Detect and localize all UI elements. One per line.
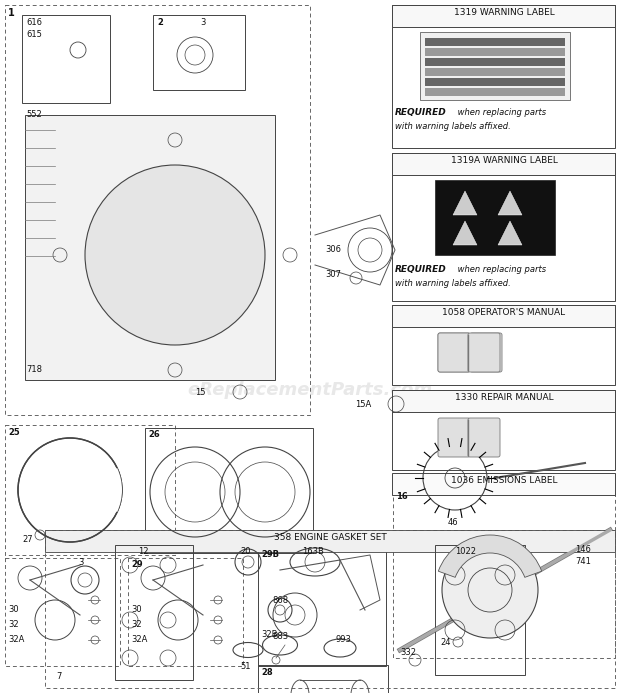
Text: 15A: 15A xyxy=(355,400,371,409)
Text: 25: 25 xyxy=(8,428,20,437)
Text: 1319A WARNING LABEL: 1319A WARNING LABEL xyxy=(451,156,557,165)
Text: 616: 616 xyxy=(26,18,42,27)
Text: 1: 1 xyxy=(8,8,15,18)
Bar xyxy=(425,68,565,76)
Text: 307: 307 xyxy=(325,270,341,279)
Text: 32A: 32A xyxy=(8,635,24,644)
Bar xyxy=(392,153,615,301)
Text: 32B: 32B xyxy=(261,630,278,639)
Bar xyxy=(425,88,565,96)
Text: 29: 29 xyxy=(131,560,143,569)
Bar xyxy=(392,5,615,27)
Text: 30: 30 xyxy=(131,605,141,614)
Text: 2: 2 xyxy=(157,18,163,27)
Wedge shape xyxy=(438,535,542,577)
Text: 1058 OPERATOR'S MANUAL: 1058 OPERATOR'S MANUAL xyxy=(443,308,565,317)
Bar xyxy=(392,390,615,412)
Text: 30: 30 xyxy=(8,605,19,614)
Text: 718: 718 xyxy=(26,365,42,374)
Text: 306: 306 xyxy=(325,245,341,254)
Bar xyxy=(393,490,615,658)
Text: 32: 32 xyxy=(8,620,19,629)
Text: 163B: 163B xyxy=(302,547,324,556)
Text: 1330 REPAIR MANUAL: 1330 REPAIR MANUAL xyxy=(454,393,553,402)
Text: 24: 24 xyxy=(440,638,451,647)
Polygon shape xyxy=(498,191,522,215)
Bar xyxy=(392,305,615,385)
Polygon shape xyxy=(453,191,477,215)
Text: when replacing parts: when replacing parts xyxy=(455,108,546,117)
Text: 51: 51 xyxy=(240,662,250,671)
Text: 552: 552 xyxy=(26,110,42,119)
Bar xyxy=(392,390,615,470)
Bar xyxy=(425,58,565,66)
Text: when replacing parts: when replacing parts xyxy=(455,265,546,274)
Polygon shape xyxy=(498,221,522,245)
Bar xyxy=(22,15,110,103)
Bar xyxy=(258,548,386,666)
Text: 7: 7 xyxy=(56,672,61,681)
FancyBboxPatch shape xyxy=(438,333,470,372)
Text: 46: 46 xyxy=(448,518,459,527)
Wedge shape xyxy=(70,468,122,512)
Text: 868: 868 xyxy=(272,596,288,605)
Polygon shape xyxy=(453,221,477,245)
Text: 615: 615 xyxy=(26,30,42,39)
Bar xyxy=(435,180,555,255)
Bar xyxy=(5,425,175,555)
Bar xyxy=(392,153,615,175)
Text: 741: 741 xyxy=(575,557,591,566)
Bar xyxy=(25,115,275,380)
Text: 1319 WARNING LABEL: 1319 WARNING LABEL xyxy=(454,8,554,17)
Bar xyxy=(258,665,388,693)
Circle shape xyxy=(85,165,265,345)
Text: 16: 16 xyxy=(396,492,408,501)
FancyBboxPatch shape xyxy=(470,333,502,372)
Text: 332: 332 xyxy=(400,648,416,657)
Text: 26: 26 xyxy=(148,430,160,439)
Text: REQUIRED: REQUIRED xyxy=(395,265,447,274)
Text: 20: 20 xyxy=(240,547,250,556)
Text: 15: 15 xyxy=(195,388,205,397)
Text: eReplacementParts.com: eReplacementParts.com xyxy=(187,381,433,399)
FancyBboxPatch shape xyxy=(438,333,470,372)
Text: 3: 3 xyxy=(78,558,83,567)
Text: 32: 32 xyxy=(131,620,141,629)
Bar xyxy=(392,305,615,327)
Bar xyxy=(435,545,525,675)
Bar xyxy=(153,15,245,90)
Bar xyxy=(115,545,193,680)
Bar xyxy=(5,558,120,666)
Text: 146: 146 xyxy=(575,545,591,554)
Bar xyxy=(420,32,570,100)
Text: 1036 EMISSIONS LABEL: 1036 EMISSIONS LABEL xyxy=(451,476,557,485)
Text: 1022: 1022 xyxy=(455,547,476,556)
Text: 27: 27 xyxy=(22,535,33,544)
Bar xyxy=(145,428,313,553)
Text: with warning labels affixed.: with warning labels affixed. xyxy=(395,122,511,131)
Circle shape xyxy=(442,542,538,638)
Bar xyxy=(425,48,565,56)
Text: 358 ENGINE GASKET SET: 358 ENGINE GASKET SET xyxy=(273,533,386,542)
Bar xyxy=(5,5,310,415)
FancyBboxPatch shape xyxy=(438,418,470,457)
Text: 28: 28 xyxy=(261,668,273,677)
Bar xyxy=(45,530,615,688)
Text: 29B: 29B xyxy=(261,550,279,559)
Bar xyxy=(392,473,615,495)
Bar xyxy=(45,530,615,552)
Text: REQUIRED: REQUIRED xyxy=(395,108,447,117)
Text: 3: 3 xyxy=(200,18,205,27)
Text: with warning labels affixed.: with warning labels affixed. xyxy=(395,279,511,288)
FancyBboxPatch shape xyxy=(468,418,500,457)
Bar xyxy=(392,5,615,148)
Bar xyxy=(128,558,243,666)
Text: 993: 993 xyxy=(335,635,351,644)
Text: 883: 883 xyxy=(272,632,288,641)
Bar xyxy=(425,38,565,46)
Text: 32A: 32A xyxy=(131,635,148,644)
FancyBboxPatch shape xyxy=(468,333,500,372)
Bar xyxy=(425,78,565,86)
Text: 12: 12 xyxy=(138,547,148,556)
